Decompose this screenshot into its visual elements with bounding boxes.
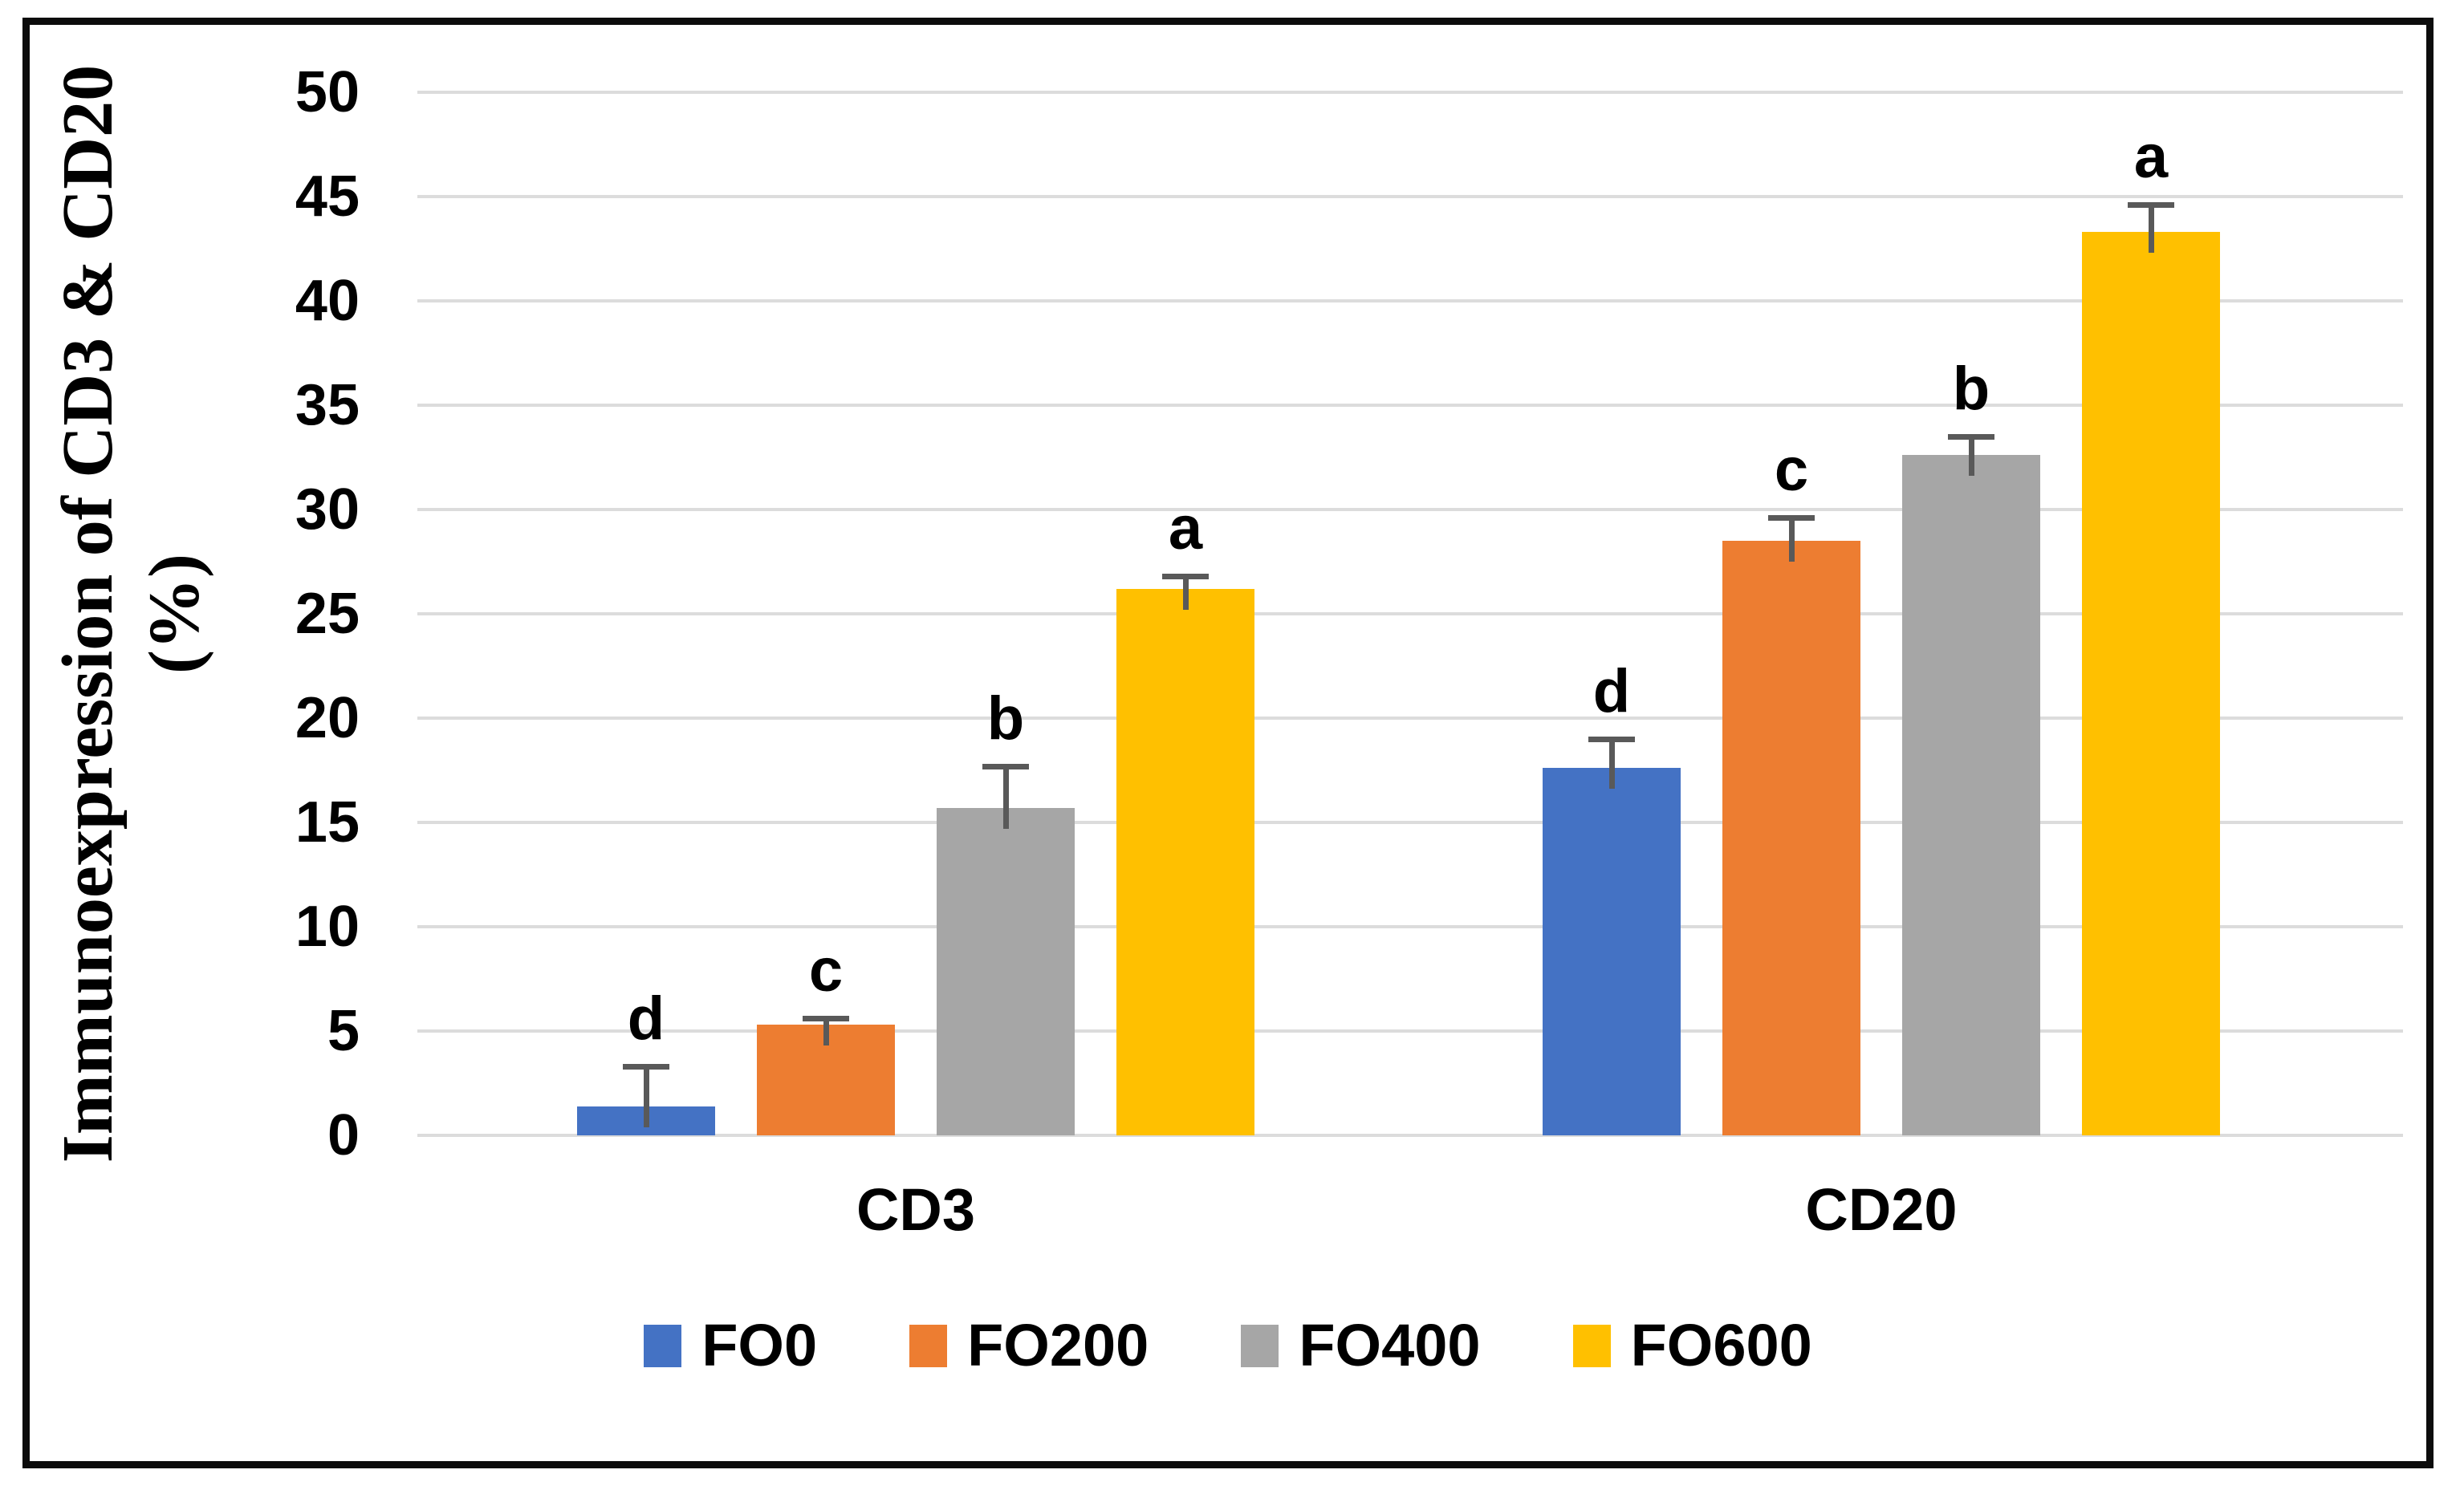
error-bar-cap <box>2128 202 2174 209</box>
legend-swatch <box>909 1324 948 1367</box>
plot-area: d c b a d c b a <box>417 91 2403 1137</box>
gridline <box>417 404 2403 407</box>
bar-FO600-CD3 <box>1116 588 1254 1135</box>
y-axis: 0 5 10 15 20 25 30 35 40 45 50 <box>185 60 360 1167</box>
x-axis: CD3 CD20 <box>417 1173 2403 1253</box>
error-bar-cap <box>1948 434 1994 440</box>
bar-FO400-CD3 <box>937 807 1075 1135</box>
gridline <box>417 612 2403 615</box>
significance-letter: c <box>808 936 844 1005</box>
chart-frame <box>22 18 2434 1468</box>
error-bar-cap <box>1768 515 1815 522</box>
y-tick-label: 30 <box>295 477 360 542</box>
significance-letter: a <box>1168 494 1203 563</box>
legend-item: FO400 <box>1241 1312 1481 1379</box>
y-tick-label: 45 <box>295 164 360 229</box>
significance-letter: c <box>1774 436 1809 505</box>
error-bar <box>1182 576 1189 610</box>
legend-label: FO400 <box>1299 1312 1481 1378</box>
legend-swatch <box>1241 1324 1279 1367</box>
legend-swatch <box>1572 1324 1611 1367</box>
legend-item: FO600 <box>1572 1312 1812 1379</box>
y-tick-label: 10 <box>295 895 360 959</box>
gridline <box>417 925 2403 928</box>
error-bar <box>1968 436 1974 477</box>
error-bar-cap <box>803 1016 849 1022</box>
gridline <box>417 1029 2403 1033</box>
gridline <box>417 91 2403 94</box>
y-tick-label: 40 <box>295 269 360 333</box>
legend-item: FO200 <box>909 1312 1149 1379</box>
error-bar <box>823 1018 829 1046</box>
significance-letter: a <box>2133 123 2169 192</box>
y-axis-title-text: Immunoexpression of CD3 & CD20 <box>48 64 128 1163</box>
gridline <box>417 821 2403 824</box>
error-bar-cap <box>1588 737 1635 742</box>
gridline <box>417 299 2403 302</box>
y-tick-label: 50 <box>295 60 360 124</box>
error-bar-cap <box>1162 574 1209 580</box>
y-tick-label: 15 <box>295 790 360 855</box>
error-bar <box>2148 205 2154 254</box>
bar-FO200-CD20 <box>1722 541 1860 1135</box>
gridline <box>417 717 2403 720</box>
x-category-label: CD3 <box>856 1176 976 1243</box>
y-tick-label: 35 <box>295 373 360 437</box>
legend-label: FO200 <box>967 1312 1149 1378</box>
x-category-label: CD20 <box>1805 1176 1958 1243</box>
gridline <box>417 195 2403 198</box>
legend-label: FO0 <box>701 1312 818 1378</box>
bar-FO0-CD20 <box>1543 768 1681 1135</box>
y-tick-label: 25 <box>295 582 360 646</box>
legend-label: FO600 <box>1630 1312 1812 1378</box>
bar-FO400-CD20 <box>1902 455 2040 1135</box>
legend-swatch <box>644 1324 682 1367</box>
legend-item: FO0 <box>644 1312 817 1379</box>
error-bar <box>1788 518 1795 562</box>
y-tick-label: 5 <box>327 999 360 1063</box>
significance-letter: d <box>1592 657 1631 725</box>
error-bar <box>643 1066 649 1127</box>
significance-letter: b <box>986 684 1025 753</box>
error-bar <box>1002 765 1009 829</box>
error-bar-cap <box>982 763 1029 769</box>
y-tick-label: 0 <box>327 1103 360 1167</box>
significance-letter: d <box>627 985 665 1054</box>
bar-FO600-CD20 <box>2082 232 2220 1135</box>
y-tick-label: 20 <box>295 686 360 750</box>
gridline <box>417 1134 2403 1137</box>
legend: FO0 FO200 FO400 FO600 <box>22 1309 2434 1382</box>
significance-letter: b <box>1952 355 1990 423</box>
gridline <box>417 508 2403 511</box>
error-bar <box>1608 739 1615 790</box>
error-bar-cap <box>623 1064 669 1070</box>
